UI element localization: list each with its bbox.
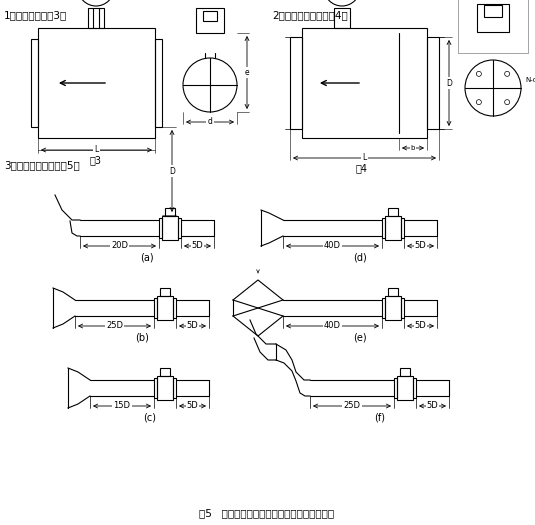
- Bar: [88, 8, 104, 28]
- Bar: [155, 39, 162, 127]
- Text: 图5   涂街流量计对上、下游直管段长度的要求: 图5 涂街流量计对上、下游直管段长度的要求: [200, 508, 334, 518]
- Bar: [427, 37, 439, 129]
- Bar: [160, 288, 170, 296]
- Bar: [159, 218, 162, 238]
- Text: (d): (d): [353, 253, 367, 263]
- Text: 5D: 5D: [426, 402, 438, 411]
- Bar: [382, 218, 385, 238]
- Text: 5D: 5D: [192, 242, 203, 250]
- Text: (a): (a): [140, 253, 154, 263]
- Bar: [394, 378, 397, 398]
- Bar: [484, 5, 502, 17]
- Bar: [400, 368, 410, 376]
- Bar: [477, 4, 509, 32]
- Text: e: e: [244, 68, 249, 77]
- Bar: [388, 288, 398, 296]
- Text: 40D: 40D: [324, 242, 341, 250]
- Text: D: D: [169, 166, 175, 175]
- Text: 25D: 25D: [106, 321, 123, 331]
- Bar: [173, 298, 176, 318]
- Text: 20D: 20D: [111, 242, 128, 250]
- Text: 1、卡装式（见图3）: 1、卡装式（见图3）: [4, 10, 67, 20]
- Text: (e): (e): [353, 333, 367, 343]
- Bar: [401, 218, 404, 238]
- Bar: [162, 216, 178, 240]
- Bar: [160, 368, 170, 376]
- Text: (b): (b): [135, 333, 149, 343]
- Bar: [290, 37, 302, 129]
- Text: 5D: 5D: [415, 321, 426, 331]
- Text: 3、直管度要求（见图5）: 3、直管度要求（见图5）: [4, 160, 80, 170]
- Text: N-d2: N-d2: [525, 77, 535, 83]
- Text: 5D: 5D: [187, 402, 198, 411]
- Text: 25D: 25D: [343, 402, 361, 411]
- Bar: [178, 218, 181, 238]
- Bar: [458, 0, 528, 53]
- Text: 40D: 40D: [324, 321, 341, 331]
- Text: D: D: [446, 79, 452, 88]
- Bar: [38, 28, 155, 138]
- Text: 图4: 图4: [356, 163, 368, 173]
- Text: 图3: 图3: [90, 155, 102, 165]
- Bar: [31, 39, 38, 127]
- Bar: [157, 296, 173, 320]
- Text: 5D: 5D: [187, 321, 198, 331]
- Bar: [203, 11, 217, 21]
- Bar: [385, 216, 401, 240]
- Bar: [157, 376, 173, 400]
- Text: 5D: 5D: [415, 242, 426, 250]
- Bar: [154, 378, 157, 398]
- Bar: [413, 378, 416, 398]
- Bar: [154, 298, 157, 318]
- Text: L: L: [94, 145, 98, 154]
- Text: b: b: [411, 145, 415, 151]
- Text: L: L: [362, 153, 366, 163]
- Bar: [397, 376, 413, 400]
- Bar: [388, 208, 398, 216]
- Bar: [196, 8, 224, 33]
- Bar: [302, 28, 427, 138]
- Bar: [382, 298, 385, 318]
- Text: (c): (c): [143, 413, 156, 423]
- Text: 2、法兰连接式（见图4）: 2、法兰连接式（见图4）: [272, 10, 348, 20]
- Bar: [165, 208, 175, 216]
- Bar: [401, 298, 404, 318]
- Text: (f): (f): [374, 413, 385, 423]
- Bar: [385, 296, 401, 320]
- Bar: [334, 8, 350, 28]
- Bar: [173, 378, 176, 398]
- Text: 15D: 15D: [113, 402, 131, 411]
- Text: d: d: [208, 118, 212, 127]
